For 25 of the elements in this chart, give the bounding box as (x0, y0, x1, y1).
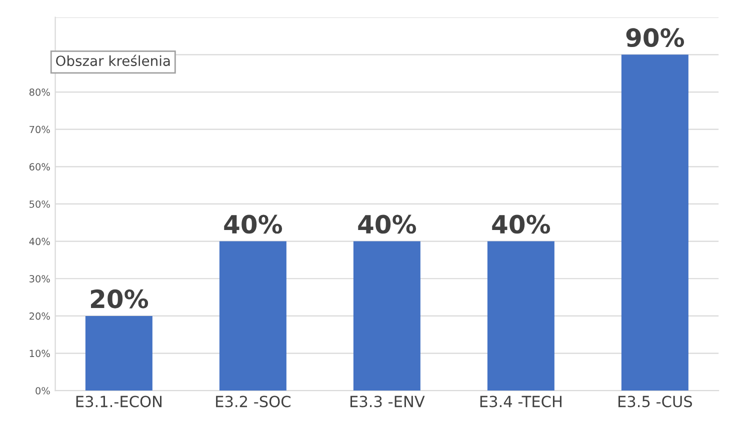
y-tick-label: 50% (30, 200, 50, 208)
y-tick-label: 40% (29, 238, 50, 246)
bar (621, 54, 688, 391)
y-tick-label: 80% (29, 88, 50, 96)
data-label: 40% (224, 214, 282, 234)
y-tick-label: 10% (30, 350, 50, 358)
y-tick-label: 70% (30, 126, 50, 134)
data-label: 20% (90, 289, 148, 308)
data-label: 40% (358, 214, 416, 234)
x-tick-label: E3.3 -ENV (350, 396, 425, 408)
data-label: 40% (492, 214, 550, 234)
bar (353, 241, 420, 391)
y-tick-label: 30% (30, 275, 50, 282)
bar (85, 316, 152, 391)
annotation: Obszar kreślenia (56, 54, 170, 66)
x-tick-label: E3.4 -TECH (480, 396, 562, 408)
x-tick-label: E3.2 -SOC (216, 396, 290, 408)
x-tick-label: E3.1.-ECON (76, 396, 162, 408)
bar (487, 241, 554, 391)
y-tick-label: 20% (30, 312, 50, 320)
bar (219, 241, 286, 391)
y-tick-label: 0% (36, 387, 50, 394)
y-tick-label: 60% (29, 163, 50, 170)
x-tick-label: E3.5 -CUS (618, 396, 692, 408)
data-label: 90% (626, 28, 684, 48)
